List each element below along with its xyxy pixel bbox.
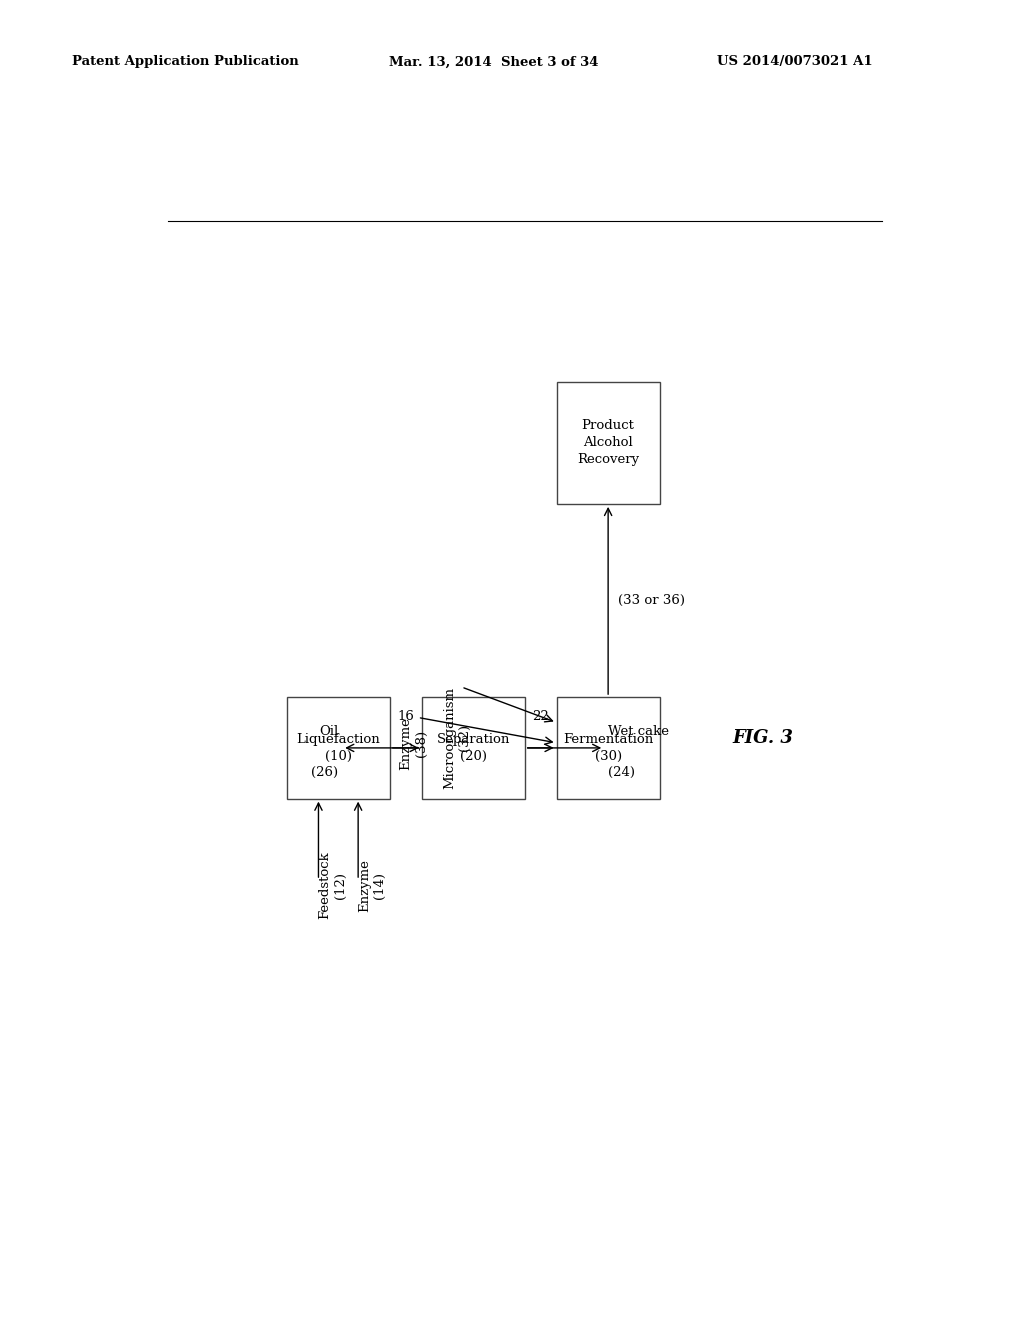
Text: (26): (26): [311, 766, 338, 779]
Text: Enzyme
(14): Enzyme (14): [358, 859, 386, 912]
Text: 16: 16: [397, 710, 414, 722]
Text: Wet cake: Wet cake: [608, 725, 669, 738]
Text: Feedstock
(12): Feedstock (12): [318, 851, 346, 919]
Text: FIG. 3: FIG. 3: [732, 729, 794, 747]
Text: Product
Alcohol
Recovery: Product Alcohol Recovery: [578, 420, 639, 466]
Text: (24): (24): [608, 766, 635, 779]
FancyBboxPatch shape: [287, 697, 390, 799]
Text: 22: 22: [532, 710, 549, 722]
FancyBboxPatch shape: [557, 697, 659, 799]
Text: (33 or 36): (33 or 36): [617, 594, 685, 607]
Text: Microorganism
(32): Microorganism (32): [443, 686, 471, 789]
Text: Fermentation
(30): Fermentation (30): [563, 733, 653, 763]
Text: Enzyme
(38): Enzyme (38): [399, 718, 428, 771]
Text: Mar. 13, 2014  Sheet 3 of 34: Mar. 13, 2014 Sheet 3 of 34: [389, 55, 599, 69]
Text: Liquefaction
(10): Liquefaction (10): [296, 733, 380, 763]
FancyBboxPatch shape: [422, 697, 524, 799]
Text: Patent Application Publication: Patent Application Publication: [72, 55, 298, 69]
Text: Separation
(20): Separation (20): [436, 733, 510, 763]
Text: US 2014/0073021 A1: US 2014/0073021 A1: [717, 55, 872, 69]
FancyBboxPatch shape: [557, 381, 659, 504]
Text: Oil: Oil: [319, 725, 338, 738]
